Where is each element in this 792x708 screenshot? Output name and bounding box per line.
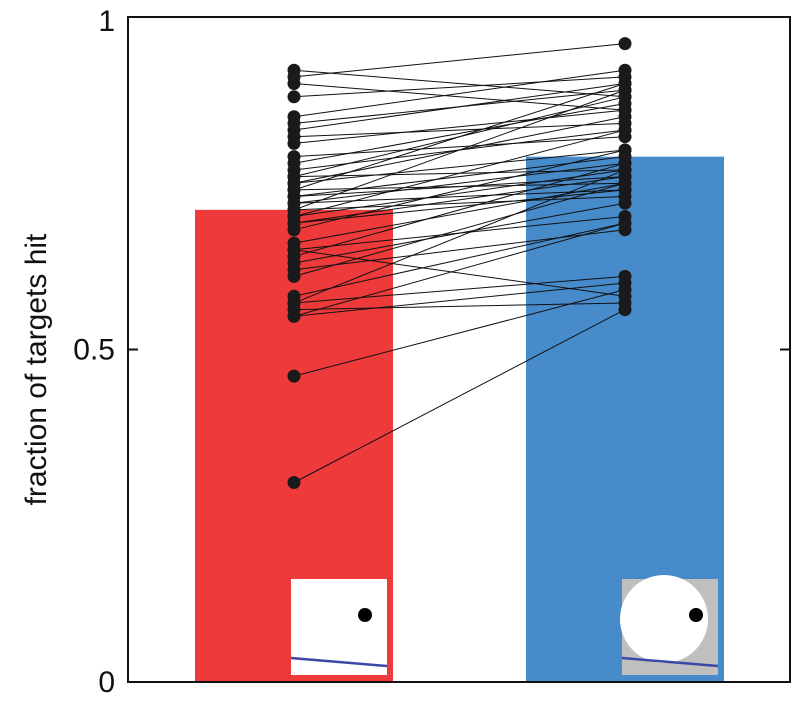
ticks-layer: 00.51 — [73, 5, 790, 699]
condition-inset-1 — [290, 579, 388, 675]
pair-line-11 — [293, 102, 626, 164]
data-point-right-29 — [618, 143, 632, 157]
pair-line-18 — [293, 83, 626, 191]
data-point-left-44 — [287, 476, 301, 489]
points-layer — [287, 37, 632, 489]
data-point-left-42 — [287, 309, 301, 323]
inset-background — [291, 579, 387, 675]
pair-line-8 — [293, 122, 626, 138]
pair-line-10 — [293, 136, 626, 158]
pair-line-1 — [293, 69, 626, 98]
data-point-right-39 — [618, 163, 632, 177]
data-point-left-3 — [287, 77, 301, 90]
y-axis-label: fraction of targets hit — [20, 233, 53, 505]
insets-layer — [290, 575, 719, 675]
data-point-left-4 — [287, 90, 301, 104]
inset-dot — [358, 608, 372, 622]
pair-line-43 — [293, 289, 626, 377]
pair-line-35 — [293, 229, 626, 271]
pair-line-41 — [293, 282, 626, 317]
data-point-right-42 — [618, 216, 632, 230]
data-point-right-16 — [618, 110, 632, 124]
inset-dot — [689, 608, 703, 622]
y-tick-label: 1 — [98, 5, 115, 38]
data-point-right-36 — [618, 176, 632, 190]
data-point-left-43 — [287, 369, 301, 383]
data-point-left-29 — [287, 223, 301, 237]
pair-line-36 — [293, 182, 626, 277]
pair-line-33 — [293, 162, 626, 257]
data-point-right-23 — [618, 83, 632, 97]
pair-line-5 — [293, 69, 626, 118]
data-point-right-5 — [618, 63, 632, 77]
data-point-right-43 — [618, 283, 632, 297]
pair-line-19 — [293, 176, 626, 198]
pair-line-27 — [293, 176, 626, 224]
pair-line-15 — [293, 149, 626, 184]
data-point-right-34 — [618, 196, 632, 210]
pair-line-29 — [293, 149, 626, 231]
data-point-left-9 — [287, 136, 301, 150]
pair-line-44 — [293, 309, 626, 483]
pair-line-9 — [293, 109, 626, 144]
pair-line-39 — [293, 169, 626, 304]
inset-line — [290, 656, 388, 668]
pair-lines-layer — [293, 43, 626, 483]
pair-line-25 — [293, 169, 626, 217]
pair-line-3 — [293, 83, 626, 111]
pair-line-26 — [293, 129, 626, 217]
pair-line-34 — [293, 202, 626, 264]
pair-line-7 — [293, 83, 626, 131]
pair-line-4 — [293, 76, 626, 98]
bars-layer — [195, 156, 724, 682]
data-point-right-44 — [618, 303, 632, 317]
y-tick-label: 0 — [98, 666, 115, 699]
pair-line-42 — [293, 222, 626, 317]
y-tick-label: 0.5 — [73, 334, 115, 367]
inset-line — [621, 656, 719, 668]
pair-line-38 — [293, 275, 626, 304]
data-point-right-26 — [618, 123, 632, 137]
pair-line-21 — [293, 162, 626, 204]
condition-inset-2 — [620, 575, 719, 675]
pair-line-2 — [293, 43, 626, 78]
pair-line-37 — [293, 222, 626, 297]
pair-line-28 — [293, 189, 626, 224]
inset-circle — [620, 575, 708, 663]
data-point-left-36 — [287, 269, 301, 283]
pair-line-23 — [293, 89, 626, 211]
pair-line-30 — [293, 182, 626, 244]
data-point-right-2 — [618, 37, 632, 51]
